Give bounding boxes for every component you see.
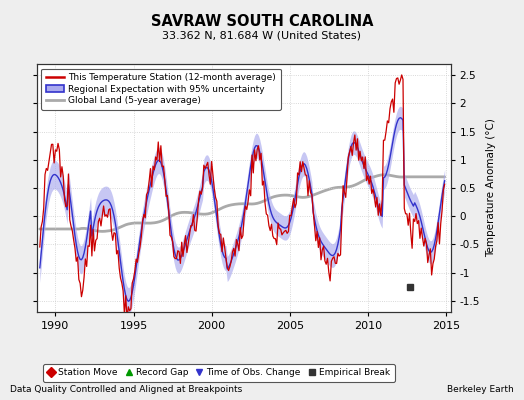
Text: SAVRAW SOUTH CAROLINA: SAVRAW SOUTH CAROLINA <box>151 14 373 29</box>
Y-axis label: Temperature Anomaly (°C): Temperature Anomaly (°C) <box>486 118 496 258</box>
Legend: Station Move, Record Gap, Time of Obs. Change, Empirical Break: Station Move, Record Gap, Time of Obs. C… <box>43 364 395 382</box>
Text: Berkeley Earth: Berkeley Earth <box>447 385 514 394</box>
Text: Data Quality Controlled and Aligned at Breakpoints: Data Quality Controlled and Aligned at B… <box>10 385 243 394</box>
Text: 33.362 N, 81.684 W (United States): 33.362 N, 81.684 W (United States) <box>162 30 362 40</box>
